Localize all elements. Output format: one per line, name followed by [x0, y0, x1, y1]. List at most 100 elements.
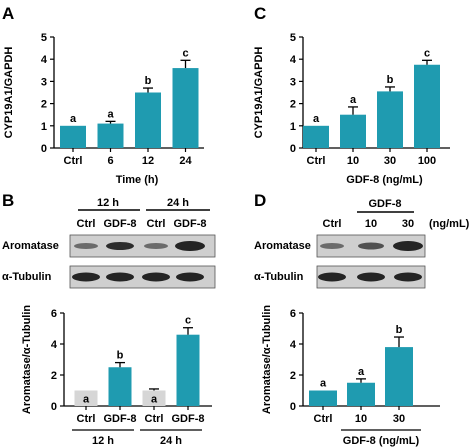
- panel-letter-b: B: [2, 191, 14, 210]
- chart-c-sig-letter: c: [424, 47, 430, 59]
- chart-d-ytick-label: 2: [290, 370, 296, 382]
- blot-b-row-tubulin: α-Tubulin: [2, 271, 52, 283]
- blot-b-row-aromatase: Aromatase: [2, 240, 59, 252]
- panel-letter-a: A: [2, 4, 14, 23]
- chart-a-ytick-label: 5: [41, 32, 47, 44]
- chart-a-bar: [172, 68, 199, 148]
- chart-c: 0 1 2 3 4 5 CYP19A1/GAPDH a Ctrl a 10 b 30 c 100 GDF-8 …: [253, 32, 450, 186]
- chart-c-ylabel: CYP19A1/GAPDH: [253, 47, 265, 139]
- chart-a-xtick-label: 6: [107, 155, 113, 167]
- chart-b-ytick-label: 2: [51, 370, 57, 382]
- chart-b-group-label: 12 h: [92, 435, 114, 447]
- blot-tubulin-band: [142, 272, 170, 282]
- blot-tubulin-band: [176, 272, 204, 282]
- blot-b-image: [69, 234, 216, 289]
- chart-c-ytick-label: 3: [290, 76, 296, 88]
- blot-b-lane-3: Ctrl: [147, 218, 166, 230]
- chart-b-sig-letter: a: [83, 394, 90, 406]
- blot-d-row-aromatase: Aromatase: [254, 240, 311, 252]
- chart-a-ytick-label: 2: [41, 99, 47, 111]
- chart-d-ylabel: Aromatase/α-Tubulin: [261, 305, 273, 415]
- blot-tubulin-band: [106, 272, 134, 282]
- chart-b-bar: [176, 334, 200, 406]
- chart-b-group-label: 24 h: [160, 435, 182, 447]
- blot-aromatase-band: [144, 243, 168, 249]
- chart-a-xlabel: Time (h): [116, 174, 159, 186]
- panel-letter-c: C: [254, 4, 266, 23]
- chart-b-sig-letter: a: [151, 394, 158, 406]
- blot-b-lane-2: GDF-8: [104, 218, 137, 230]
- chart-a-xtick-label: 24: [179, 155, 192, 167]
- chart-d-sig-letter: b: [396, 324, 403, 336]
- blot-tubulin-band: [318, 272, 346, 282]
- chart-c-xtick-label: 100: [418, 155, 436, 167]
- chart-c-sig-letter: a: [313, 113, 320, 125]
- chart-b-xtick-label: GDF-8: [104, 413, 137, 425]
- chart-d: 0 2 4 6 Aromatase/α-Tubulin a Ctrl a 10 b 30 GDF-8 …: [261, 305, 440, 447]
- chart-a-bar: [60, 125, 86, 148]
- chart-a-ytick-label: 0: [41, 143, 47, 155]
- chart-b-ytick-label: 0: [51, 401, 57, 413]
- chart-a-ytick-label: 3: [41, 76, 47, 88]
- chart-d-sig-letter: a: [358, 366, 365, 378]
- blot-b-time-12h: 12 h: [97, 197, 119, 209]
- chart-b-xtick-label: Ctrl: [77, 413, 96, 425]
- chart-c-ytick-label: 5: [290, 32, 296, 44]
- chart-c-sig-letter: a: [350, 94, 357, 106]
- blot-b-lane-1: Ctrl: [77, 218, 96, 230]
- chart-a-bar: [135, 92, 161, 148]
- chart-b-xtick-label: Ctrl: [145, 413, 164, 425]
- chart-b-bar: [142, 390, 166, 406]
- chart-b-bar: [74, 390, 98, 406]
- blot-aromatase-band: [358, 242, 384, 250]
- chart-a-ytick-label: 4: [41, 54, 48, 66]
- blot-aromatase-band: [393, 241, 423, 251]
- panel-letter-d: D: [254, 191, 266, 210]
- chart-d-sig-letter: a: [320, 378, 327, 390]
- chart-a-sig-letter: c: [182, 47, 188, 59]
- chart-c-bar: [340, 114, 366, 148]
- blot-d-lane-1: Ctrl: [323, 218, 342, 230]
- chart-a-ytick-label: 1: [41, 121, 47, 133]
- chart-b-xtick-label: GDF-8: [172, 413, 205, 425]
- chart-c-ytick-label: 1: [290, 121, 296, 133]
- chart-a-sig-letter: a: [70, 113, 77, 125]
- chart-b-sig-letter: b: [117, 350, 124, 362]
- chart-c-xtick-label: 10: [347, 155, 359, 167]
- blot-aromatase-band: [74, 243, 98, 249]
- chart-d-ytick-label: 0: [290, 401, 296, 413]
- chart-c-bar: [414, 64, 440, 148]
- blot-b-time-24h: 24 h: [167, 197, 189, 209]
- chart-d-bar: [309, 390, 337, 406]
- chart-c-xtick-label: Ctrl: [307, 155, 326, 167]
- blot-tubulin-band: [357, 272, 385, 282]
- chart-d-ytick-label: 4: [290, 339, 297, 351]
- chart-c-ytick-label: 0: [290, 143, 296, 155]
- blot-aromatase-strip: [69, 234, 216, 258]
- chart-a-ylabel: CYP19A1/GAPDH: [3, 47, 15, 139]
- chart-d-bar: [385, 347, 413, 406]
- chart-a-xtick-label: 12: [142, 155, 154, 167]
- chart-c-xlabel: GDF-8 (ng/mL): [346, 174, 423, 186]
- chart-a-sig-letter: a: [107, 108, 114, 120]
- chart-b-sig-letter: c: [185, 315, 191, 327]
- chart-a-bar: [97, 123, 124, 148]
- chart-a-sig-letter: b: [145, 75, 152, 87]
- blot-d-group-label: GDF-8: [369, 198, 402, 210]
- blot-b-lane-4: GDF-8: [174, 218, 207, 230]
- blot-d-unit: (ng/mL): [429, 218, 470, 230]
- chart-b-bar: [108, 367, 132, 406]
- chart-b: 0 2 4 6 Aromatase/α-Tubulin a Ctrl b GDF-8 a Ctrl c…: [21, 305, 212, 447]
- blot-d-lane-3: 30: [402, 218, 414, 230]
- blot-b-header: 12 h 24 h Ctrl GDF-8 Ctrl GDF-8 Aromatas…: [2, 197, 210, 283]
- chart-d-group-label: GDF-8 (ng/mL): [343, 435, 420, 447]
- blot-tubulin-band: [72, 272, 100, 282]
- chart-c-ytick-label: 4: [290, 54, 297, 66]
- chart-b-ytick-label: 4: [51, 339, 58, 351]
- chart-b-ylabel: Aromatase/α-Tubulin: [21, 305, 33, 415]
- blot-tubulin-band: [394, 272, 422, 282]
- chart-c-bar: [377, 91, 403, 148]
- chart-c-ytick-label: 2: [290, 99, 296, 111]
